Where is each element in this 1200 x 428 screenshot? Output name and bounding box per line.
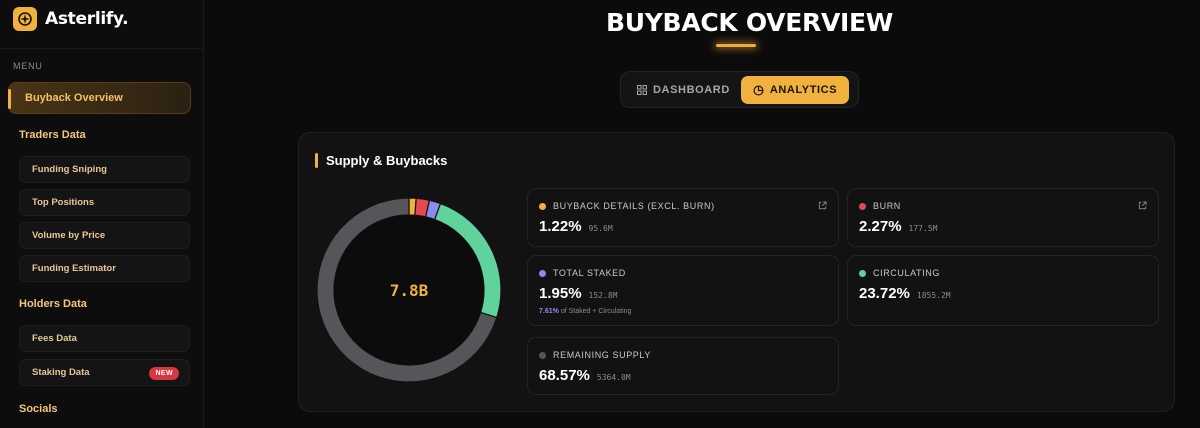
stat-header: TOTAL STAKED xyxy=(539,268,626,278)
sidebar-item-top-positions[interactable]: Top Positions xyxy=(19,189,190,216)
sidebar-item-label: Buyback Overview xyxy=(25,92,123,104)
menu-label: MENU xyxy=(13,61,43,71)
stat-amount: 1855.2M xyxy=(916,291,951,300)
stat-value: 23.72% 1855.2M xyxy=(859,285,951,302)
supply-buybacks-card: Supply & Buybacks 7.8B BUYBACK DETAILS (… xyxy=(298,132,1175,412)
stat-percent: 1.95% xyxy=(539,285,582,302)
stat-header: BURN xyxy=(859,201,901,211)
stat-label: REMAINING SUPPLY xyxy=(553,350,651,360)
stat-note-text: of Staked + Circulating xyxy=(560,308,632,315)
sidebar-item-funding-estimator[interactable]: Funding Estimator xyxy=(19,255,190,282)
external-link-icon[interactable] xyxy=(818,201,827,210)
stat-amount: 5364.0M xyxy=(596,373,631,382)
page-title: BUYBACK OVERVIEW xyxy=(606,8,894,37)
stat-amount: 152.8M xyxy=(588,291,618,300)
stat-value: 1.95% 152.8M xyxy=(539,285,617,302)
tab-label: DASHBOARD xyxy=(653,84,730,96)
new-badge: NEW xyxy=(149,367,179,380)
stat-note: 7.61% of Staked + Circulating xyxy=(539,308,631,315)
title-underline xyxy=(716,44,756,47)
stat-remaining-supply: REMAINING SUPPLY 68.57% 5364.0M xyxy=(527,337,839,395)
stat-header: BUYBACK DETAILS (EXCL. BURN) xyxy=(539,201,715,211)
stat-value: 68.57% 5364.0M xyxy=(539,367,631,384)
tab-analytics[interactable]: ANALYTICS xyxy=(741,76,849,104)
stat-percent: 68.57% xyxy=(539,367,590,384)
stat-amount: 95.6M xyxy=(588,224,613,233)
sidebar-item-buyback-overview[interactable]: Buyback Overview xyxy=(8,82,191,114)
stat-note-value: 7.61% xyxy=(539,308,559,315)
stat-header: REMAINING SUPPLY xyxy=(539,350,651,360)
stat-buyback-details: BUYBACK DETAILS (EXCL. BURN) 1.22% 95.6M xyxy=(527,188,839,247)
stat-dot xyxy=(539,351,546,359)
sidebar-item-label: Staking Data xyxy=(32,367,90,378)
stat-amount: 177.5M xyxy=(908,224,938,233)
brand[interactable]: Asterlify. xyxy=(13,7,129,31)
sidebar-item-funding-sniping[interactable]: Funding Sniping xyxy=(19,156,190,183)
tab-dashboard[interactable]: DASHBOARD xyxy=(637,76,730,104)
stat-dot xyxy=(539,202,546,210)
stat-value: 2.27% 177.5M xyxy=(859,218,937,235)
stat-header: CIRCULATING xyxy=(859,268,940,278)
sidebar-item-fees-data[interactable]: Fees Data xyxy=(19,325,190,352)
logo-icon xyxy=(13,7,37,31)
donut-total: 7.8B xyxy=(389,280,429,300)
sidebar-item-volume-by-price[interactable]: Volume by Price xyxy=(19,222,190,249)
stat-dot xyxy=(859,269,866,277)
stat-burn: BURN 2.27% 177.5M xyxy=(847,188,1159,247)
stat-percent: 2.27% xyxy=(859,218,902,235)
donut-hole xyxy=(334,215,484,365)
stat-label: CIRCULATING xyxy=(873,268,940,278)
stat-circulating: CIRCULATING 23.72% 1855.2M xyxy=(847,255,1159,326)
stat-dot xyxy=(859,202,866,210)
stat-label: BUYBACK DETAILS (EXCL. BURN) xyxy=(553,201,715,211)
accent-bar xyxy=(315,153,318,168)
card-title: Supply & Buybacks xyxy=(326,153,448,168)
section-title-traders-data[interactable]: Traders Data xyxy=(19,129,86,141)
stat-percent: 1.22% xyxy=(539,218,582,235)
card-heading: Supply & Buybacks xyxy=(315,153,447,168)
section-title-holders-data[interactable]: Holders Data xyxy=(19,298,87,310)
stat-percent: 23.72% xyxy=(859,285,910,302)
stat-dot xyxy=(539,269,546,277)
stat-value: 1.22% 95.6M xyxy=(539,218,613,235)
grid-icon xyxy=(637,85,647,95)
external-link-icon[interactable] xyxy=(1138,201,1147,210)
brand-name: Asterlify. xyxy=(45,9,129,29)
section-title-socials[interactable]: Socials xyxy=(19,403,58,415)
tab-label: ANALYTICS xyxy=(769,84,838,96)
sidebar-item-staking-data[interactable]: Staking Data NEW xyxy=(19,359,190,386)
stat-label: TOTAL STAKED xyxy=(553,268,626,278)
chart-pie-icon xyxy=(753,85,764,95)
supply-donut-chart xyxy=(316,197,502,383)
view-tabs: DASHBOARD ANALYTICS xyxy=(620,71,859,108)
divider xyxy=(0,48,204,49)
stat-total-staked: TOTAL STAKED 1.95% 152.8M 7.61% of Stake… xyxy=(527,255,839,326)
stat-label: BURN xyxy=(873,201,901,211)
sidebar: Asterlify. MENU Buyback Overview Traders… xyxy=(0,0,204,428)
